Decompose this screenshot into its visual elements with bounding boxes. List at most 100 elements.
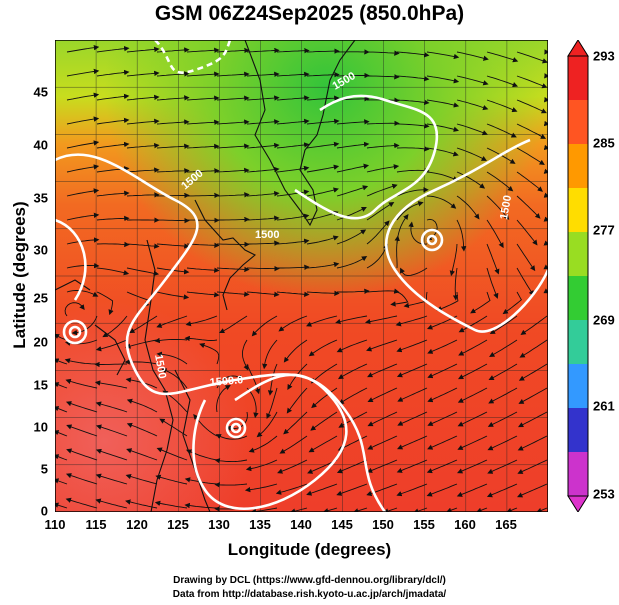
streamline [156,192,190,199]
streamline [396,187,429,197]
streamline [335,315,368,325]
streamline [338,387,368,405]
streamline [55,382,68,389]
streamline [367,363,398,378]
streamline [66,212,100,221]
streamline [96,190,130,197]
streamline [476,507,488,512]
streamline [65,473,98,485]
streamline [456,51,489,61]
streamline [427,387,458,403]
contour-label: 1500 [498,194,514,220]
streamline [246,190,280,197]
x-tick-label: 155 [413,517,435,532]
streamline [337,435,368,451]
streamline [186,119,220,125]
streamline [336,119,370,125]
streamline [95,339,128,352]
streamline [366,142,400,149]
streamline [306,48,340,54]
streamline [216,95,250,101]
streamline [516,195,541,219]
streamline [426,147,459,157]
streamline [396,99,430,106]
streamline [502,291,522,315]
streamline [64,302,85,317]
streamline [246,166,280,173]
streamline [336,339,368,353]
streamline [156,291,190,300]
streamline [446,507,458,512]
streamline [277,264,310,270]
streamline [486,171,514,192]
streamline [452,267,459,301]
streamline [456,123,488,136]
streamline [161,368,188,389]
y-tick-label: 15 [33,377,48,393]
colorbar-label: 285 [593,135,615,151]
x-tick-label: 120 [126,517,148,532]
streamline [517,435,548,451]
streamline [94,361,127,368]
streamline [470,291,491,314]
streamline [336,163,370,173]
streamline [426,123,460,132]
streamline [364,315,398,325]
colorbar-segment [568,144,588,189]
streamline [336,185,369,197]
streamline [310,363,338,384]
streamline [156,143,190,149]
streamline [383,507,398,512]
streamline [126,142,160,149]
colorbar-label: 269 [593,312,615,328]
streamline [216,385,231,413]
streamline [366,164,400,173]
streamline [159,418,188,437]
streamline [486,219,504,249]
streamline [397,435,428,450]
temperature-wind-map[interactable]: 1500 1500 1500 1500 1500 1500.0 [55,40,548,512]
streamline [96,117,130,125]
streamline [246,119,280,125]
map-plot-area[interactable]: 1500 1500 1500 1500 1500 1500.0 [55,40,548,512]
streamline [395,315,428,327]
map-title: GSM 06Z24Sep2025 (850.0hPa) [154,2,465,25]
streamline [266,387,278,419]
streamline [486,99,518,113]
streamline [199,342,220,365]
streamline [66,448,98,461]
streamline [96,267,130,276]
streamline [125,339,158,349]
streamline [279,435,308,454]
streamline [96,241,130,248]
streamline [125,473,158,485]
y-tick-label: 0 [40,503,48,519]
streamline [55,502,68,509]
streamline [96,141,130,149]
streamline [66,116,100,125]
streamline [396,483,428,497]
streamline [337,288,370,294]
streamline [516,243,536,272]
streamline [55,333,68,341]
streamline [336,256,368,269]
streamline [186,267,220,273]
streamline [55,454,68,461]
streamline [396,123,430,129]
streamline [286,387,308,414]
colorbar-min-arrow [567,495,589,513]
streamline [426,195,457,209]
streamline [520,315,548,336]
streamline [426,99,460,108]
streamline [186,47,220,53]
streamline [366,220,390,245]
streamline [246,47,280,54]
streamline [516,51,548,64]
colorbar [566,39,590,517]
streamline [55,478,68,485]
streamline [246,215,280,221]
streamline [156,243,190,249]
x-tick-label: 140 [290,517,312,532]
streamline [489,339,518,357]
streamline [214,458,248,464]
